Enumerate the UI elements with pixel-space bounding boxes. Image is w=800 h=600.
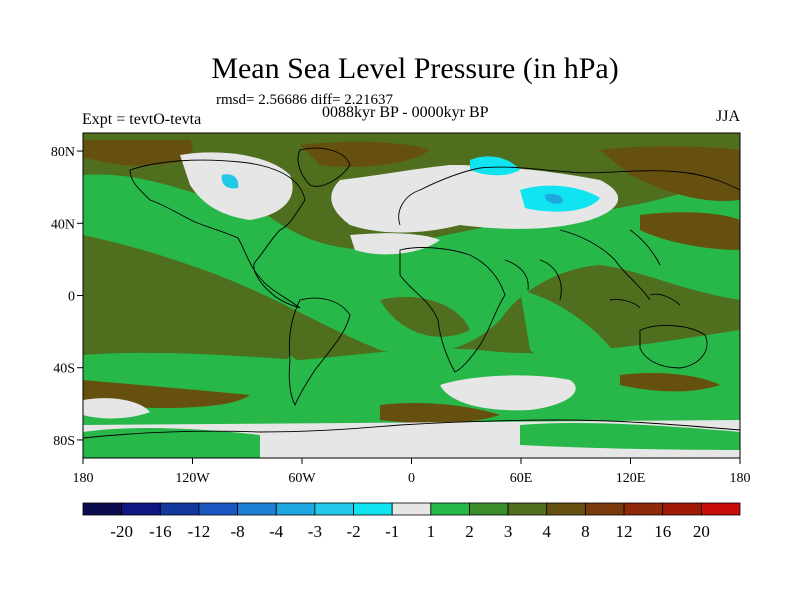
field-green-antarctic-east	[520, 422, 740, 450]
colorbar-swatch	[546, 502, 586, 516]
coast-africa	[399, 247, 506, 373]
lon-tick-label: 120W	[175, 471, 210, 486]
field-brown-pacific-north	[600, 146, 740, 201]
field-brown-arctic	[300, 141, 430, 167]
coast-se-asia	[609, 293, 681, 309]
colorbar-label: 3	[504, 522, 513, 541]
coast-eurasia	[398, 166, 740, 301]
field-white-eurasia	[331, 165, 619, 233]
field-brown-north-pacific-east	[640, 212, 740, 250]
lon-tick-label: 0	[408, 471, 415, 486]
colorbar-swatch	[198, 502, 238, 516]
colorbar-label: 20	[693, 522, 710, 541]
colorbar-swatch	[430, 502, 470, 516]
lon-tick-label: 60E	[510, 471, 533, 486]
colorbar-label: -1	[385, 522, 399, 541]
coast-arabia-india	[504, 259, 562, 301]
colorbar-label: 16	[654, 522, 671, 541]
coastlines	[83, 147, 740, 439]
lat-tick-label: 80S	[53, 434, 75, 449]
experiment-label: Expt = tevtO-tevta	[82, 111, 202, 128]
lat-tick-label: 40S	[53, 362, 75, 377]
colorbar-labels: -20 -16 -12 -8 -4 -3 -2 -1 1 2 3 4 8 12 16 20	[110, 522, 710, 541]
lat-tick-label: 0	[68, 290, 75, 305]
field-brown-south-atlantic	[380, 403, 500, 424]
coast-north-america	[129, 159, 306, 309]
lon-tick-label: 60W	[288, 471, 316, 486]
colorbar-label: -20	[110, 522, 133, 541]
coast-south-america	[288, 297, 351, 407]
colorbar-label: -12	[188, 522, 211, 541]
colorbar-swatch	[623, 502, 664, 516]
colorbar-label: -8	[231, 522, 245, 541]
field-olive-pacific	[160, 319, 300, 355]
colorbar-label: -2	[346, 522, 360, 541]
lat-tick-label: 80N	[51, 145, 75, 160]
colorbar-swatch	[469, 502, 509, 516]
chart-title: Mean Sea Level Pressure (in hPa)	[211, 52, 619, 85]
colorbar-swatch	[314, 502, 354, 516]
colorbar-swatch	[585, 502, 625, 516]
colorbar-swatch	[507, 502, 548, 516]
field-white-southwest	[83, 398, 150, 419]
lat-tick-label: 40N	[51, 217, 75, 232]
lon-tick-label: 180	[730, 471, 751, 486]
field-olive-atlantic	[380, 296, 470, 337]
field-green-antarctic-west	[83, 428, 260, 458]
field-white-south-atlantic	[440, 375, 576, 411]
colorbar-swatch	[700, 502, 741, 516]
colorbar-label: 2	[465, 522, 474, 541]
longitude-ticks: 180 120W 60W 0 60E 120E 180	[73, 458, 751, 486]
colorbar	[82, 502, 741, 516]
colorbar-swatch	[237, 502, 277, 516]
colorbar-label: -3	[308, 522, 322, 541]
colorbar-swatch	[159, 502, 200, 516]
colorbar-label: -4	[269, 522, 284, 541]
colorbar-swatch	[391, 502, 432, 516]
colorbar-swatch	[662, 502, 702, 516]
colorbar-swatch	[353, 502, 393, 516]
colorbar-label: 1	[427, 522, 436, 541]
field-cyan-hudson	[221, 174, 239, 189]
colorbar-swatch	[121, 502, 161, 516]
field-brown-south-pacific	[620, 373, 720, 392]
colorbar-label: -16	[149, 522, 172, 541]
colorbar-label: 8	[581, 522, 590, 541]
latitude-ticks: 80N 40N 0 40S 80S	[51, 145, 83, 449]
colorbar-swatch	[82, 502, 123, 516]
coast-greenland	[297, 147, 351, 187]
season-label: JJA	[715, 108, 740, 125]
colorbar-label: 4	[543, 522, 552, 541]
field-light-green-patch	[284, 355, 311, 400]
stats-label: rmsd= 2.56686 diff= 2.21637	[216, 92, 394, 108]
coast-antarctica	[83, 419, 740, 439]
field-light-green-indian	[520, 290, 620, 373]
field-blue-core	[545, 193, 563, 204]
colorbar-swatch	[275, 502, 316, 516]
contour-field	[83, 133, 740, 458]
lon-tick-label: 120E	[616, 471, 646, 486]
coast-australia	[639, 325, 708, 369]
field-white-mediterranean	[350, 233, 440, 255]
field-brown-north-pacific	[83, 140, 193, 166]
lon-tick-label: 180	[73, 471, 94, 486]
colorbar-label: 12	[616, 522, 633, 541]
field-cyan-scandinavia	[470, 156, 520, 176]
subtitle: 0088kyr BP - 0000kyr BP	[322, 104, 489, 121]
